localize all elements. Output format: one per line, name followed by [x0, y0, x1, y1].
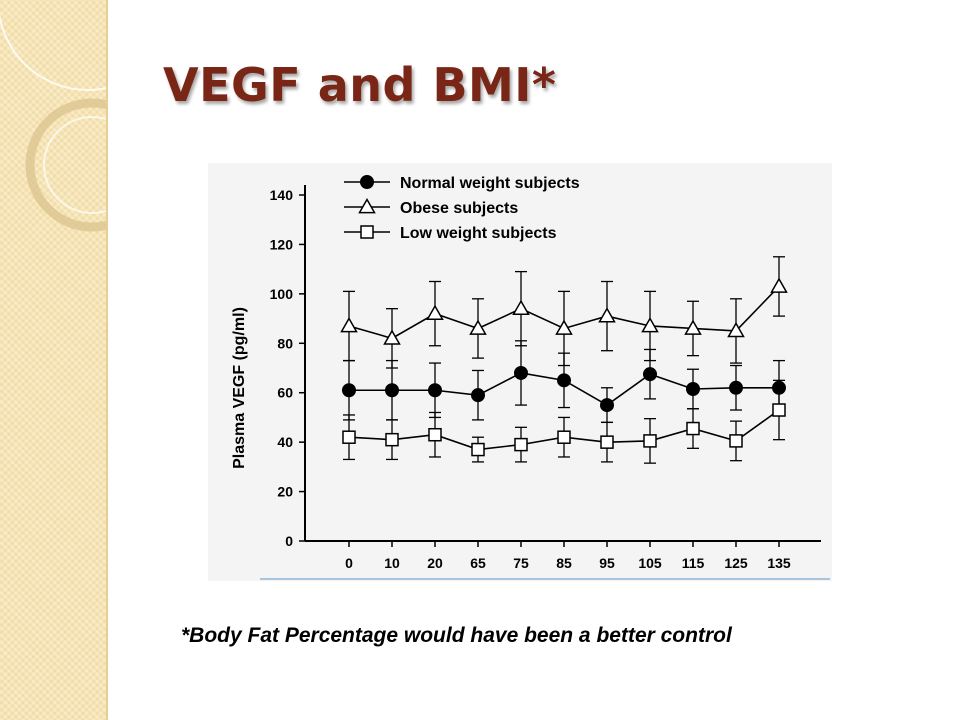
x-tick-label: 20: [427, 555, 443, 571]
x-tick-label: 85: [556, 555, 572, 571]
y-tick-label: 100: [270, 286, 294, 302]
data-point: [641, 316, 659, 333]
legend-label: Normal weight subjects: [400, 175, 580, 192]
data-point: [340, 316, 358, 333]
data-point: [600, 435, 614, 449]
data-point: [385, 383, 399, 398]
data-point: [512, 299, 530, 316]
data-point: [729, 434, 743, 448]
data-point: [600, 398, 614, 413]
legend-marker: [360, 175, 374, 189]
x-tick-label: 105: [638, 555, 662, 571]
data-point: [428, 383, 442, 398]
data-point: [383, 329, 401, 345]
y-tick-label: 80: [277, 335, 293, 351]
data-point: [514, 437, 528, 452]
legend-marker: [360, 225, 374, 239]
footnote: *Body Fat Percentage would have been a b…: [181, 624, 732, 647]
x-tick-label: 125: [724, 555, 748, 571]
data-point: [385, 432, 399, 447]
decorative-sidebar: [0, 0, 108, 720]
data-point: [686, 382, 700, 397]
legend-label: Obese subjects: [400, 200, 518, 217]
legend-label: Low weight subjects: [400, 225, 557, 242]
y-tick-label: 120: [270, 236, 294, 252]
y-tick-label: 20: [277, 484, 293, 500]
chart-axes: 0 20 40 60 80 100 120 140 0 10 20 65 75 85 95 105 115 125…: [231, 185, 821, 571]
series-open-triangle: [340, 256, 788, 369]
data-point: [643, 367, 657, 382]
vegf-line-chart: 0 20 40 60 80 100 120 140 0 10 20 65 75 85 95 105 115 125…: [231, 175, 830, 580]
x-tick-label: 75: [513, 555, 529, 571]
x-tick-label: 10: [384, 555, 400, 571]
data-point: [555, 319, 573, 335]
data-point: [684, 319, 702, 335]
data-point: [471, 388, 485, 403]
data-point: [686, 421, 700, 436]
data-point: [557, 430, 571, 444]
x-tick-label: 65: [470, 555, 486, 571]
legend-entry: Obese subjects: [344, 197, 518, 217]
x-tick-label: 115: [682, 555, 705, 571]
data-point: [729, 380, 743, 395]
x-tick-label: 95: [599, 555, 615, 571]
data-point: [469, 319, 487, 335]
slide-title: VEGF and BMI*: [163, 58, 557, 112]
y-axis-label: Plasma VEGF (pg/ml): [231, 307, 248, 469]
x-tick-label: 0: [345, 555, 353, 571]
data-point: [772, 403, 786, 417]
chart-series: [340, 256, 788, 464]
legend-marker: [358, 197, 376, 214]
chart-panel: 0 20 40 60 80 100 120 140 0 10 20 65 75 85 95 105 115 125…: [208, 163, 832, 581]
y-tick-label: 0: [285, 533, 293, 549]
data-point: [426, 304, 444, 321]
data-point: [428, 427, 442, 442]
legend-entry: Normal weight subjects: [344, 175, 580, 192]
y-tick-label: 60: [277, 385, 293, 401]
data-point: [557, 373, 571, 388]
y-tick-label: 140: [270, 187, 294, 203]
legend-entry: Low weight subjects: [344, 225, 557, 242]
data-point: [342, 430, 356, 444]
y-tick-label: 40: [277, 434, 293, 450]
data-point: [514, 365, 528, 380]
sidebar-circles-decoration: [0, 13, 106, 232]
chart-legend: Normal weight subjects Obese subjects Low …: [344, 175, 580, 242]
data-point: [770, 277, 788, 293]
data-point: [643, 434, 657, 448]
data-point: [598, 307, 616, 323]
series-open-square: [342, 379, 786, 464]
data-point: [342, 383, 356, 398]
data-point: [727, 321, 745, 338]
x-tick-label: 135: [767, 555, 791, 571]
data-point: [471, 442, 485, 457]
